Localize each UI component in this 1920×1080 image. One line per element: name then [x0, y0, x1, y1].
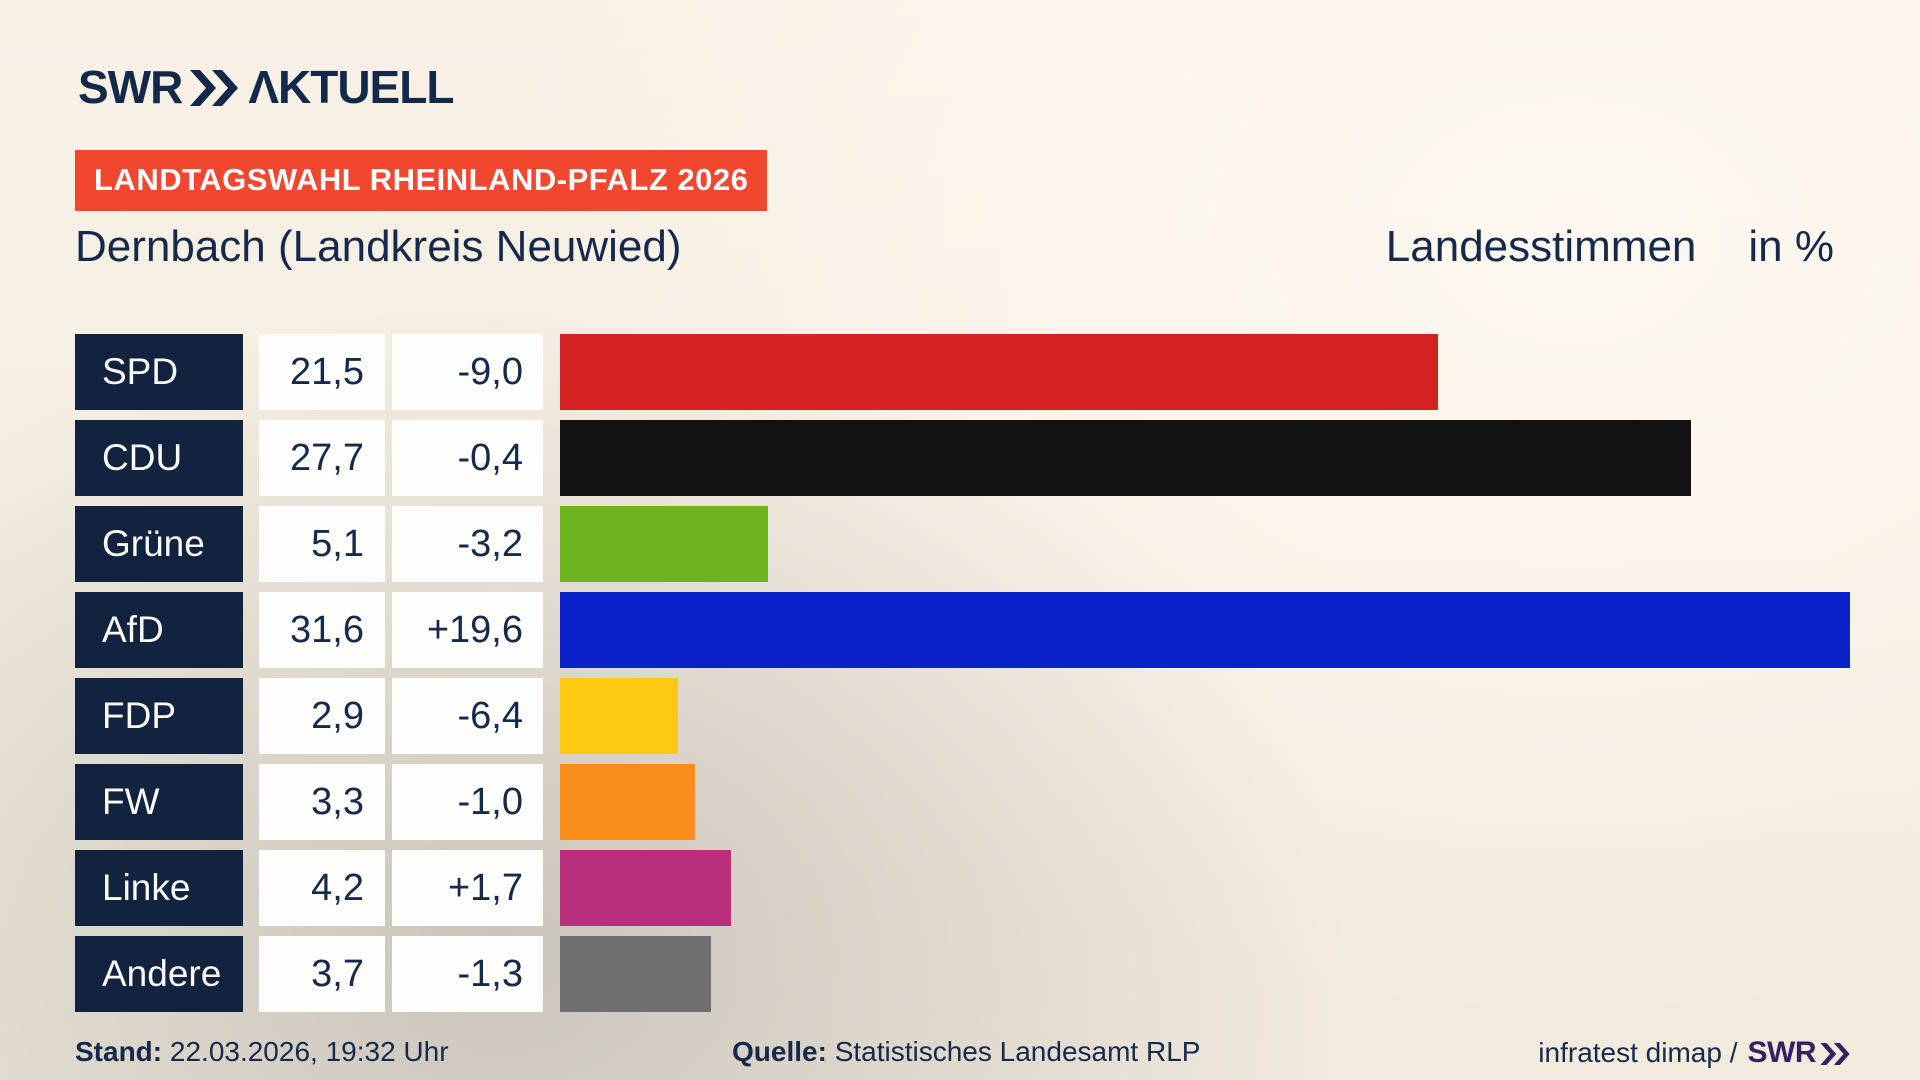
value-text: 2,9 [311, 694, 364, 737]
party-name: Linke [102, 867, 191, 908]
party-label-box: FW [75, 764, 243, 840]
diff-text: -1,3 [457, 952, 523, 995]
diff-text: -3,2 [457, 522, 523, 565]
diff-text: -1,0 [457, 780, 523, 823]
bar [560, 506, 769, 582]
results-bar-chart: SPD 21,5 -9,0 CDU 27,7 -0,4 Grüne 5,1 -3… [75, 334, 1850, 1022]
value-text: 3,7 [311, 952, 364, 995]
double-chevron-icon [1820, 1043, 1850, 1065]
value-box: 21,5 [259, 334, 385, 410]
stand-timestamp: Stand: 22.03.2026, 19:32 Uhr [75, 1036, 449, 1068]
value-box: 5,1 [259, 506, 385, 582]
party-label-box: Grüne [75, 506, 243, 582]
bar-track [560, 850, 1850, 926]
party-label-box: SPD [75, 334, 243, 410]
value-text: 5,1 [311, 522, 364, 565]
value-box: 4,2 [259, 850, 385, 926]
bar-track [560, 936, 1850, 1012]
axis-caption: Landesstimmen in % [1386, 222, 1850, 272]
credit-note: infratest dimap / SWR [1538, 1036, 1850, 1070]
stand-label: Stand: [75, 1036, 163, 1067]
diff-text: -9,0 [457, 350, 523, 393]
bar-track [560, 334, 1850, 410]
diff-box: -6,4 [392, 678, 543, 754]
party-name: Grüne [102, 523, 205, 564]
value-box: 3,7 [259, 936, 385, 1012]
party-name: FDP [102, 695, 176, 736]
bar-track [560, 764, 1850, 840]
diff-box: -1,0 [392, 764, 543, 840]
value-box: 3,3 [259, 764, 385, 840]
value-box: 27,7 [259, 420, 385, 496]
party-label-box: Andere [75, 936, 243, 1012]
source-note: Quelle: Statistisches Landesamt RLP [732, 1036, 1200, 1068]
quelle-label: Quelle: [732, 1036, 827, 1067]
swr-wordmark: SWR [78, 61, 183, 113]
diff-box: -1,3 [392, 936, 543, 1012]
bar [560, 850, 732, 926]
diff-box: -0,4 [392, 420, 543, 496]
party-name: AfD [102, 609, 164, 650]
diff-box: +1,7 [392, 850, 543, 926]
diff-box: -3,2 [392, 506, 543, 582]
table-row: CDU 27,7 -0,4 [75, 420, 1850, 496]
swr-credit-logo: SWR [1748, 1036, 1851, 1070]
party-label-box: Linke [75, 850, 243, 926]
bar-track [560, 420, 1850, 496]
value-box: 2,9 [259, 678, 385, 754]
bar-track [560, 506, 1850, 582]
bar [560, 764, 695, 840]
table-row: SPD 21,5 -9,0 [75, 334, 1850, 410]
bar-track [560, 678, 1850, 754]
value-text: 31,6 [290, 608, 364, 651]
table-row: Linke 4,2 +1,7 [75, 850, 1850, 926]
diff-box: -9,0 [392, 334, 543, 410]
party-label-box: CDU [75, 420, 243, 496]
quelle-value: Statistisches Landesamt RLP [834, 1036, 1201, 1067]
diff-text: +1,7 [447, 866, 523, 909]
bar [560, 936, 712, 1012]
unit-label: in % [1748, 222, 1834, 271]
bar [560, 420, 1691, 496]
value-text: 3,3 [311, 780, 364, 823]
aktuell-wordmark: ΛKTUELL [248, 61, 454, 113]
value-box: 31,6 [259, 592, 385, 668]
diff-text: -6,4 [457, 694, 523, 737]
diff-text: -0,4 [457, 436, 523, 479]
value-text: 21,5 [290, 350, 364, 393]
swr-credit-wordmark: SWR [1747, 1036, 1817, 1069]
election-badge: LANDTAGSWAHL RHEINLAND-PFALZ 2026 [75, 150, 768, 211]
credit-text: infratest dimap / [1538, 1037, 1738, 1068]
title-row: Dernbach (Landkreis Neuwied) Landesstimm… [75, 222, 1850, 272]
double-chevron-icon [190, 70, 239, 106]
bar [560, 592, 1850, 668]
bar-track [560, 592, 1850, 668]
stand-value: 22.03.2026, 19:32 Uhr [169, 1036, 449, 1067]
value-text: 4,2 [311, 866, 364, 909]
party-name: CDU [102, 437, 183, 478]
party-name: FW [102, 781, 160, 822]
swr-aktuell-logo: SWR ΛKTUELL [78, 61, 454, 113]
table-row: Andere 3,7 -1,3 [75, 936, 1850, 1012]
value-text: 27,7 [290, 436, 364, 479]
bar [560, 678, 679, 754]
table-row: FW 3,3 -1,0 [75, 764, 1850, 840]
bar [560, 334, 1438, 410]
table-row: Grüne 5,1 -3,2 [75, 506, 1850, 582]
party-label-box: AfD [75, 592, 243, 668]
table-row: AfD 31,6 +19,6 [75, 592, 1850, 668]
measure-label: Landesstimmen [1385, 222, 1697, 271]
page-title: Dernbach (Landkreis Neuwied) [75, 222, 682, 271]
table-row: FDP 2,9 -6,4 [75, 678, 1850, 754]
party-name: SPD [102, 351, 179, 392]
diff-text: +19,6 [426, 608, 523, 651]
party-label-box: FDP [75, 678, 243, 754]
party-name: Andere [102, 953, 222, 994]
diff-box: +19,6 [392, 592, 543, 668]
